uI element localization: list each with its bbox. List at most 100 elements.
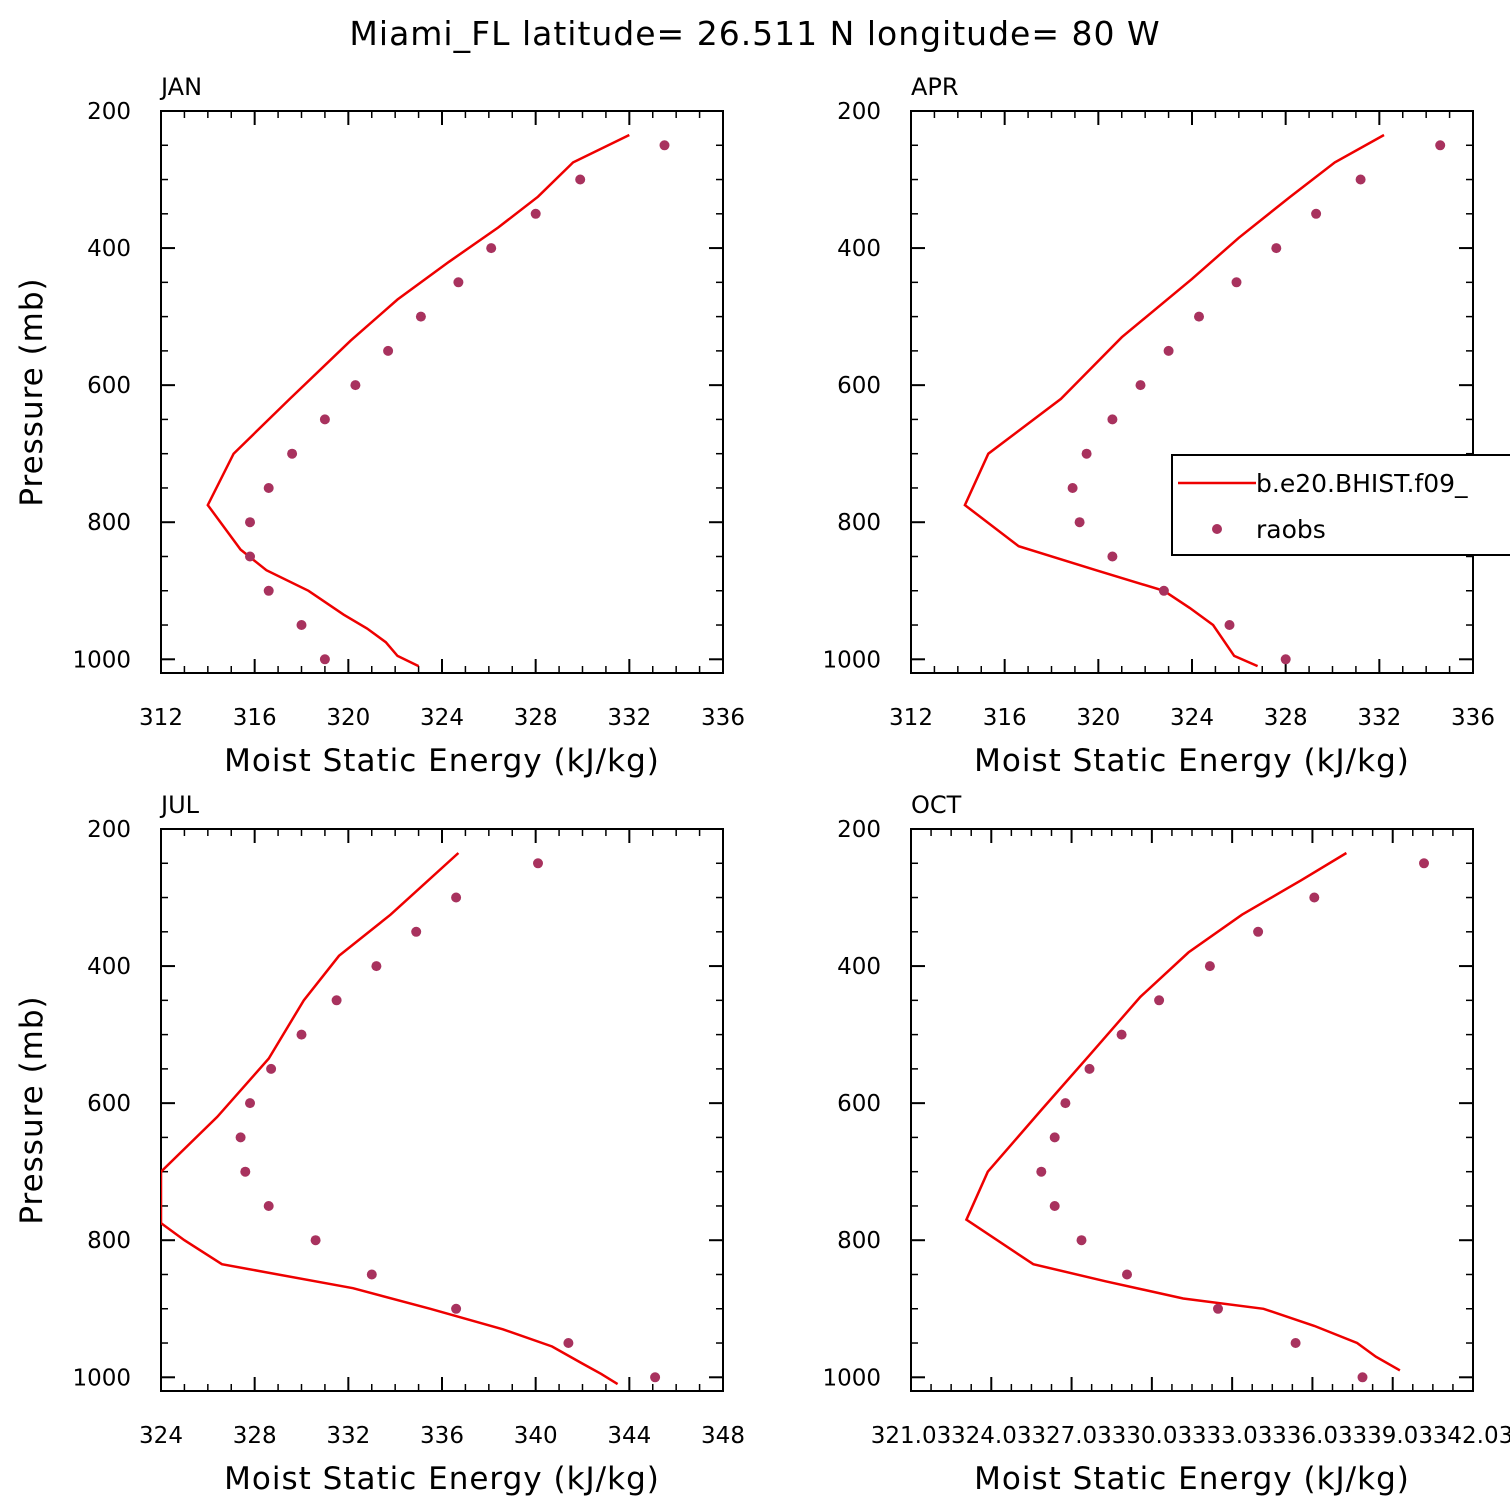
y-tick-label: 1000 [822, 647, 881, 673]
legend-raobs-label: raobs [1256, 515, 1326, 544]
raobs-point [263, 1201, 274, 1211]
x-tick-label: 336.03 [1272, 1423, 1352, 1449]
y-tick-label: 1000 [72, 1365, 131, 1391]
panel-month-label: OCT [911, 791, 962, 819]
panel-month-label: JUL [159, 791, 200, 819]
raobs-point [1231, 277, 1242, 288]
raobs-point [1076, 1235, 1087, 1246]
x-tick-label: 328 [1264, 705, 1308, 731]
x-tick-label: 342.03 [1433, 1423, 1510, 1449]
y-tick-label: 800 [837, 1228, 881, 1254]
model-line [161, 852, 619, 1386]
x-tick-label: 312 [139, 705, 183, 731]
raobs-point [319, 654, 330, 665]
x-axis-label: Moist Static Energy (kJ/kg) [224, 743, 660, 779]
y-tick-label: 600 [837, 373, 881, 399]
x-tick-label: 324 [420, 705, 464, 731]
y-axis-label: Pressure (mb) [14, 277, 50, 506]
raobs-point [1158, 585, 1169, 596]
raobs-point [1074, 517, 1085, 528]
y-tick-label: 400 [87, 236, 131, 262]
raobs-point [235, 1132, 246, 1143]
raobs-point [263, 483, 274, 493]
legend-box [1171, 454, 1510, 556]
x-tick-label: 328 [233, 1423, 277, 1449]
model-line [964, 851, 1401, 1372]
raobs-point [1060, 1098, 1071, 1109]
y-tick-label: 200 [87, 99, 131, 125]
x-tick-label: 330.03 [1112, 1423, 1192, 1449]
y-tick-label: 600 [87, 373, 131, 399]
raobs-point [451, 1303, 462, 1314]
raobs-point [486, 243, 497, 254]
raobs-point [1194, 311, 1204, 322]
raobs-point [1309, 892, 1320, 903]
y-tick-label: 200 [837, 817, 881, 843]
x-tick-label: 336 [420, 1423, 464, 1449]
y-tick-label: 800 [87, 1228, 131, 1254]
raobs-point [659, 140, 670, 151]
x-tick-label: 340 [514, 1423, 558, 1449]
raobs-point [1067, 483, 1078, 493]
y-tick-label: 1000 [822, 1365, 881, 1391]
x-axis-label: Moist Static Energy (kJ/kg) [224, 1461, 660, 1497]
raobs-point [411, 926, 422, 937]
raobs-point [1081, 448, 1092, 459]
raobs-point [530, 208, 541, 219]
y-tick-label: 200 [87, 817, 131, 843]
y-tick-label: 1000 [72, 647, 131, 673]
raobs-point [1049, 1132, 1060, 1143]
x-tick-label: 327.03 [1031, 1423, 1111, 1449]
x-tick-label: 344 [607, 1423, 651, 1449]
x-tick-label: 336 [1451, 705, 1495, 731]
panel-jul: JUL 324 328 332 336 340 344 348 200 400 600 800 1000… [14, 791, 745, 1497]
y-tick-label: 800 [837, 510, 881, 536]
x-tick-label: 320 [1076, 705, 1120, 731]
x-tick-label: 332 [1357, 705, 1401, 731]
x-tick-label: 324 [1170, 705, 1214, 731]
figure-title: Miami_FL latitude= 26.511 N longitude= 8… [349, 14, 1160, 53]
y-tick-label: 600 [87, 1091, 131, 1117]
raobs-point [245, 517, 255, 528]
x-tick-label: 348 [701, 1423, 745, 1449]
raobs-point [1213, 1303, 1223, 1314]
raobs-point [263, 585, 274, 596]
raobs-point [296, 1029, 307, 1040]
legend-raobs-dot [1212, 524, 1222, 534]
raobs-point [575, 174, 586, 185]
raobs-point [331, 995, 342, 1006]
x-tick-label: 324 [139, 1423, 183, 1449]
raobs-point [245, 1098, 255, 1109]
x-tick-label: 332 [326, 1423, 370, 1449]
x-tick-label: 328 [514, 705, 558, 731]
raobs-point [371, 961, 382, 972]
raobs-point [1357, 1372, 1368, 1383]
raobs-point [350, 380, 361, 391]
x-tick-label: 321.03 [871, 1423, 951, 1449]
x-tick-label: 333.03 [1192, 1423, 1272, 1449]
x-axis-label: Moist Static Energy (kJ/kg) [974, 743, 1410, 779]
raobs-point [1107, 414, 1118, 425]
plot-frame [910, 110, 1474, 674]
y-tick-label: 600 [837, 1091, 881, 1117]
raobs-point [1271, 243, 1282, 254]
raobs-point [287, 448, 298, 459]
raobs-point [1224, 620, 1235, 630]
y-axis-label: Pressure (mb) [14, 995, 50, 1224]
raobs-point [296, 620, 307, 630]
raobs-point [563, 1338, 574, 1348]
raobs-point [383, 345, 394, 356]
raobs-point [1419, 858, 1429, 869]
legend: b.e20.BHIST.f09_ raobs [1171, 454, 1510, 556]
x-tick-label: 336 [701, 705, 745, 731]
raobs-point [1107, 551, 1118, 562]
legend-model-label: b.e20.BHIST.f09_ [1256, 469, 1468, 498]
y-tick-label: 400 [87, 954, 131, 980]
raobs-point [1135, 380, 1146, 391]
raobs-point [245, 551, 255, 562]
raobs-point [1280, 654, 1291, 665]
x-tick-label: 332 [607, 705, 651, 731]
panel-apr: APR 312 316 320 324 328 332 336 200 400 600 800 1000… [822, 73, 1495, 779]
raobs-point [1084, 1063, 1095, 1074]
